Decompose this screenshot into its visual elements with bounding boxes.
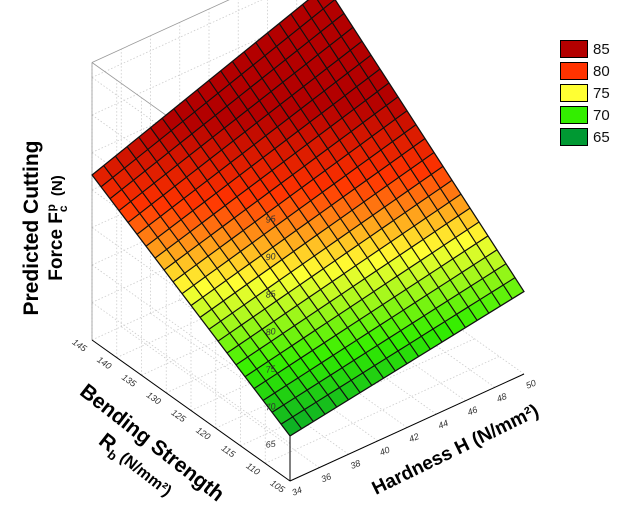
y-axis-line: [91, 339, 291, 482]
x-axis-line: [289, 373, 525, 482]
x-tick-label: 48: [495, 391, 508, 404]
z-tick-label: 75: [265, 363, 277, 374]
z-tick-label: 90: [265, 251, 276, 262]
surface-cell: [313, 0, 336, 10]
y-tick-label: 130: [145, 390, 163, 407]
legend-item: 80: [560, 60, 610, 82]
x-tick-label: 50: [524, 378, 537, 391]
x-tick-label: 38: [349, 458, 362, 471]
legend-swatch: [560, 40, 588, 58]
legend-label: 65: [593, 128, 610, 146]
y-tick-label: 105: [269, 478, 288, 495]
z-tick-label: 80: [265, 326, 276, 337]
grid-line: [265, 356, 500, 464]
y-tick-label: 120: [194, 425, 212, 442]
y-tick-label: 115: [220, 443, 238, 460]
legend-swatch: [560, 62, 588, 80]
y-tick-label: 140: [95, 354, 113, 371]
legend: 85 80 75 70 65: [560, 38, 610, 148]
legend-label: 80: [593, 62, 610, 80]
z-axis-title-line1: Predicted Cutting: [20, 140, 43, 315]
legend-swatch: [560, 106, 588, 124]
y-tick-label: 135: [120, 372, 139, 389]
z-tick-label: 70: [265, 401, 276, 412]
y-tick-label: 125: [170, 407, 189, 424]
z-axis-title-line2: Force Fcp(N): [44, 175, 70, 280]
x-tick-label: 46: [466, 404, 479, 417]
legend-item: 70: [560, 104, 610, 126]
legend-swatch: [560, 128, 588, 146]
x-axis-title: Hardness H (N/mm²): [369, 401, 542, 500]
legend-item: 65: [560, 126, 610, 148]
x-tick-label: 42: [407, 431, 420, 444]
legend-label: 70: [593, 106, 610, 124]
grid-line: [240, 338, 475, 447]
legend-item: 85: [560, 38, 610, 60]
x-tick-label: 36: [320, 471, 333, 484]
x-tick-label: 44: [437, 418, 450, 431]
grid-line: [91, 0, 263, 78]
z-tick-label: 65: [265, 438, 277, 449]
y-tick-label: 145: [71, 337, 90, 354]
y-tick-label: 110: [244, 461, 261, 477]
legend-item: 75: [560, 82, 610, 104]
z-tick-label: 85: [265, 288, 277, 299]
legend-label: 85: [593, 40, 610, 58]
z-tick-label: 95: [265, 213, 277, 224]
legend-label: 75: [593, 84, 610, 102]
legend-swatch: [560, 84, 588, 102]
surface-outline: [91, 0, 525, 437]
surface: [91, 0, 525, 437]
box-edge: [91, 0, 230, 63]
x-tick-label: 40: [378, 445, 391, 458]
x-tick-label: 34: [290, 485, 303, 498]
